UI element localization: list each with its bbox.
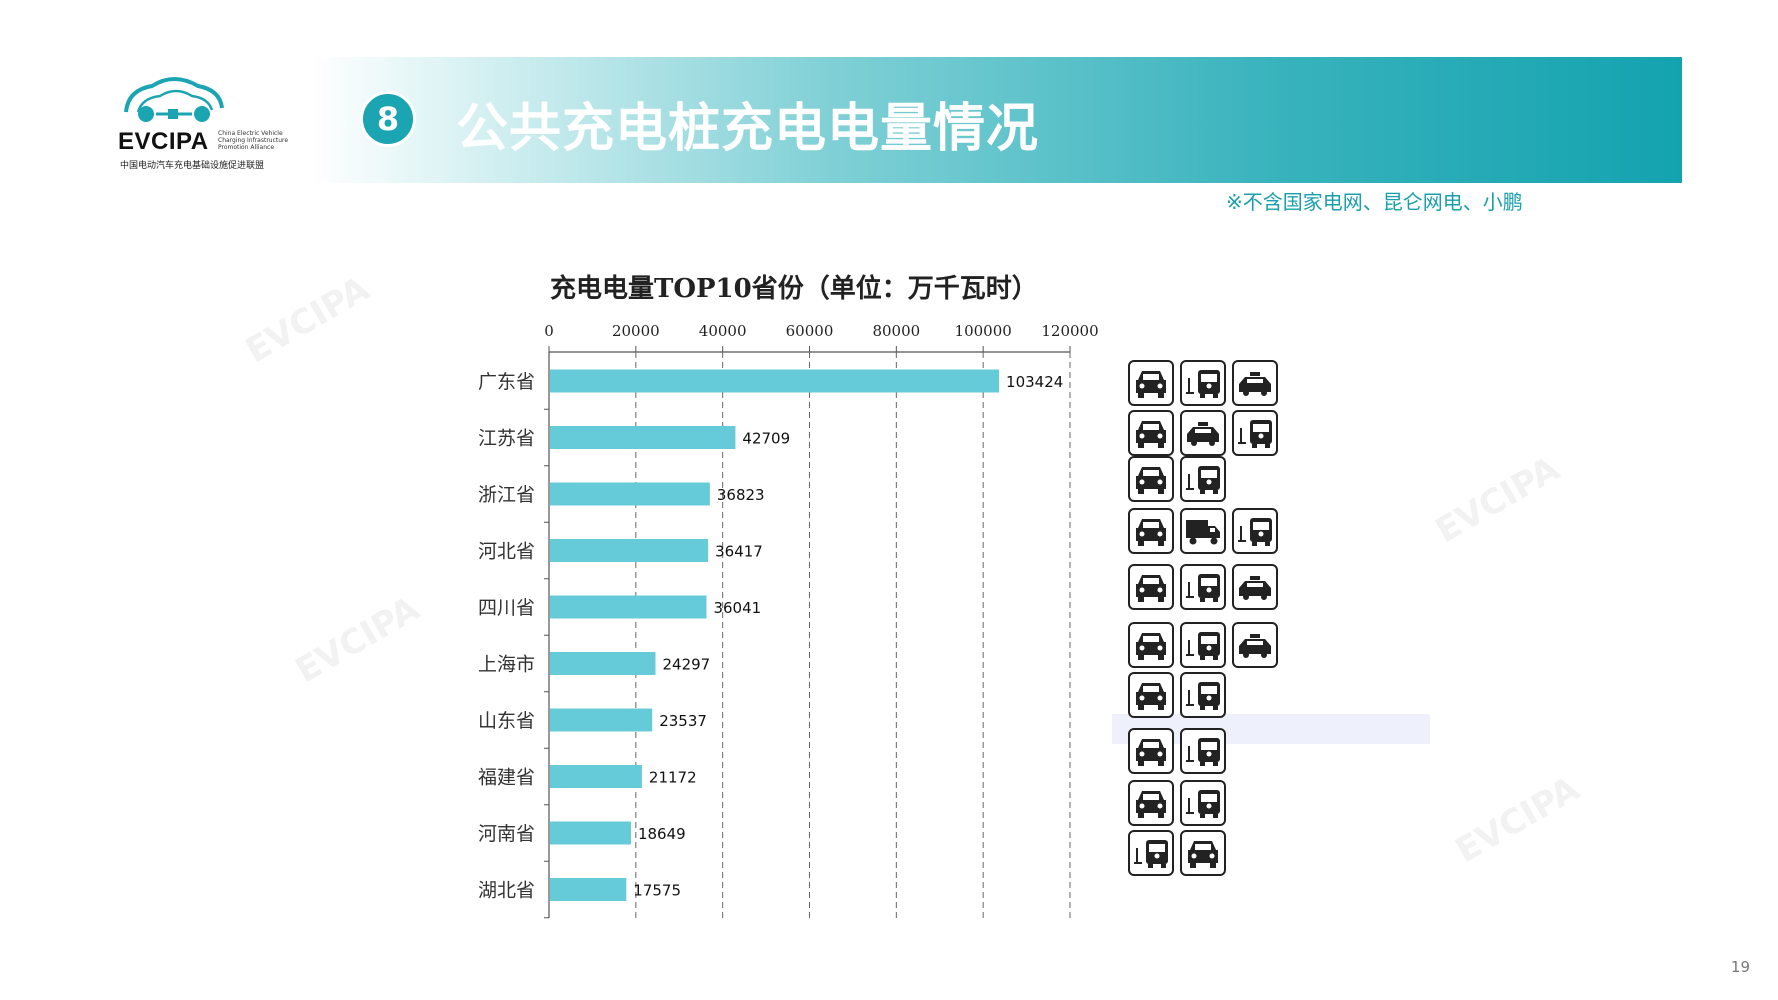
data-label: 36041	[713, 599, 761, 617]
category-label: 江苏省	[478, 428, 535, 450]
bus-icon	[1180, 456, 1226, 502]
x-tick-label: 20000	[612, 322, 660, 340]
private-car-icon	[1128, 780, 1174, 826]
vehicle-icon-row	[1128, 456, 1226, 502]
private-car-icon	[1128, 564, 1174, 610]
data-label: 21172	[649, 769, 697, 787]
private-car-icon	[1180, 830, 1226, 876]
private-car-icon	[1128, 508, 1174, 554]
bar	[550, 369, 1000, 393]
page-number: 19	[1730, 958, 1750, 976]
private-car-icon	[1128, 622, 1174, 668]
private-car-icon	[1128, 672, 1174, 718]
x-tick-label: 60000	[786, 322, 834, 340]
data-label: 103424	[1006, 373, 1063, 391]
x-tick-label: 40000	[699, 322, 747, 340]
vehicle-icons-panel	[1128, 360, 1428, 920]
data-label: 36823	[717, 486, 765, 504]
bus-icon	[1180, 564, 1226, 610]
bar	[550, 708, 653, 732]
evcipa-logo: EVCIPA China Electric Vehicle Charging I…	[118, 68, 288, 178]
category-label: 浙江省	[478, 484, 535, 506]
category-label: 山东省	[478, 710, 535, 732]
logo-subtitle-en: China Electric Vehicle Charging Infrastr…	[218, 130, 289, 151]
vehicle-icon-row	[1128, 622, 1278, 668]
vehicle-icon-row	[1128, 360, 1278, 406]
x-tick-label: 0	[544, 322, 554, 340]
logo-subtitle-cn: 中国电动汽车充电基础设施促进联盟	[120, 161, 265, 171]
data-label: 24297	[662, 656, 710, 674]
category-label: 四川省	[478, 597, 535, 619]
header-banner	[312, 57, 1682, 183]
vehicle-icon-row	[1128, 728, 1226, 774]
bar	[550, 878, 627, 901]
category-label: 河北省	[478, 541, 535, 563]
taxi-icon	[1180, 410, 1226, 456]
category-label: 湖北省	[478, 880, 535, 902]
x-tick-label: 100000	[955, 322, 1012, 340]
bus-icon	[1180, 728, 1226, 774]
bus-icon	[1180, 672, 1226, 718]
category-label: 河南省	[478, 823, 535, 845]
taxi-icon	[1232, 622, 1278, 668]
data-label: 17575	[633, 882, 681, 900]
taxi-icon	[1232, 564, 1278, 610]
bar	[550, 652, 656, 675]
bus-icon	[1128, 830, 1174, 876]
bus-icon	[1180, 622, 1226, 668]
logo-wordmark: EVCIPA	[118, 128, 209, 155]
page-title: 公共充电桩充电电量情况	[456, 99, 1040, 159]
vehicle-icon-row	[1128, 508, 1278, 554]
bar	[550, 539, 709, 562]
x-tick-label: 80000	[872, 322, 920, 340]
bar	[550, 482, 710, 506]
vehicle-icon-row	[1128, 780, 1226, 826]
bus-icon	[1232, 508, 1278, 554]
bar	[550, 595, 707, 619]
bar	[550, 765, 642, 788]
bar	[550, 426, 736, 449]
private-car-icon	[1128, 456, 1174, 502]
data-label: 18649	[638, 825, 686, 843]
x-tick-label: 120000	[1041, 322, 1098, 340]
data-label: 23537	[659, 712, 707, 730]
chart-title: 充电电量TOP10省份（单位：万千瓦时）	[550, 274, 1038, 304]
private-car-icon	[1128, 410, 1174, 456]
data-label: 42709	[742, 430, 790, 448]
vehicle-icon-row	[1128, 830, 1226, 876]
private-car-icon	[1128, 728, 1174, 774]
category-label: 上海市	[478, 654, 535, 676]
private-car-icon	[1128, 360, 1174, 406]
bus-icon	[1232, 410, 1278, 456]
section-number-badge: 8	[360, 91, 416, 147]
logistics-truck-icon	[1180, 508, 1226, 554]
category-label: 广东省	[478, 371, 535, 393]
vehicle-icon-row	[1128, 672, 1226, 718]
data-label: 36417	[715, 543, 763, 561]
bus-icon	[1180, 780, 1226, 826]
car-logo-icon	[124, 77, 224, 122]
vehicle-icon-row	[1128, 564, 1278, 610]
bar	[550, 821, 631, 845]
footnote: ※不含国家电网、昆仑网电、小鹏	[1226, 190, 1523, 214]
taxi-icon	[1232, 360, 1278, 406]
bus-icon	[1180, 360, 1226, 406]
vehicle-icon-row	[1128, 410, 1278, 456]
category-label: 福建省	[478, 767, 535, 789]
